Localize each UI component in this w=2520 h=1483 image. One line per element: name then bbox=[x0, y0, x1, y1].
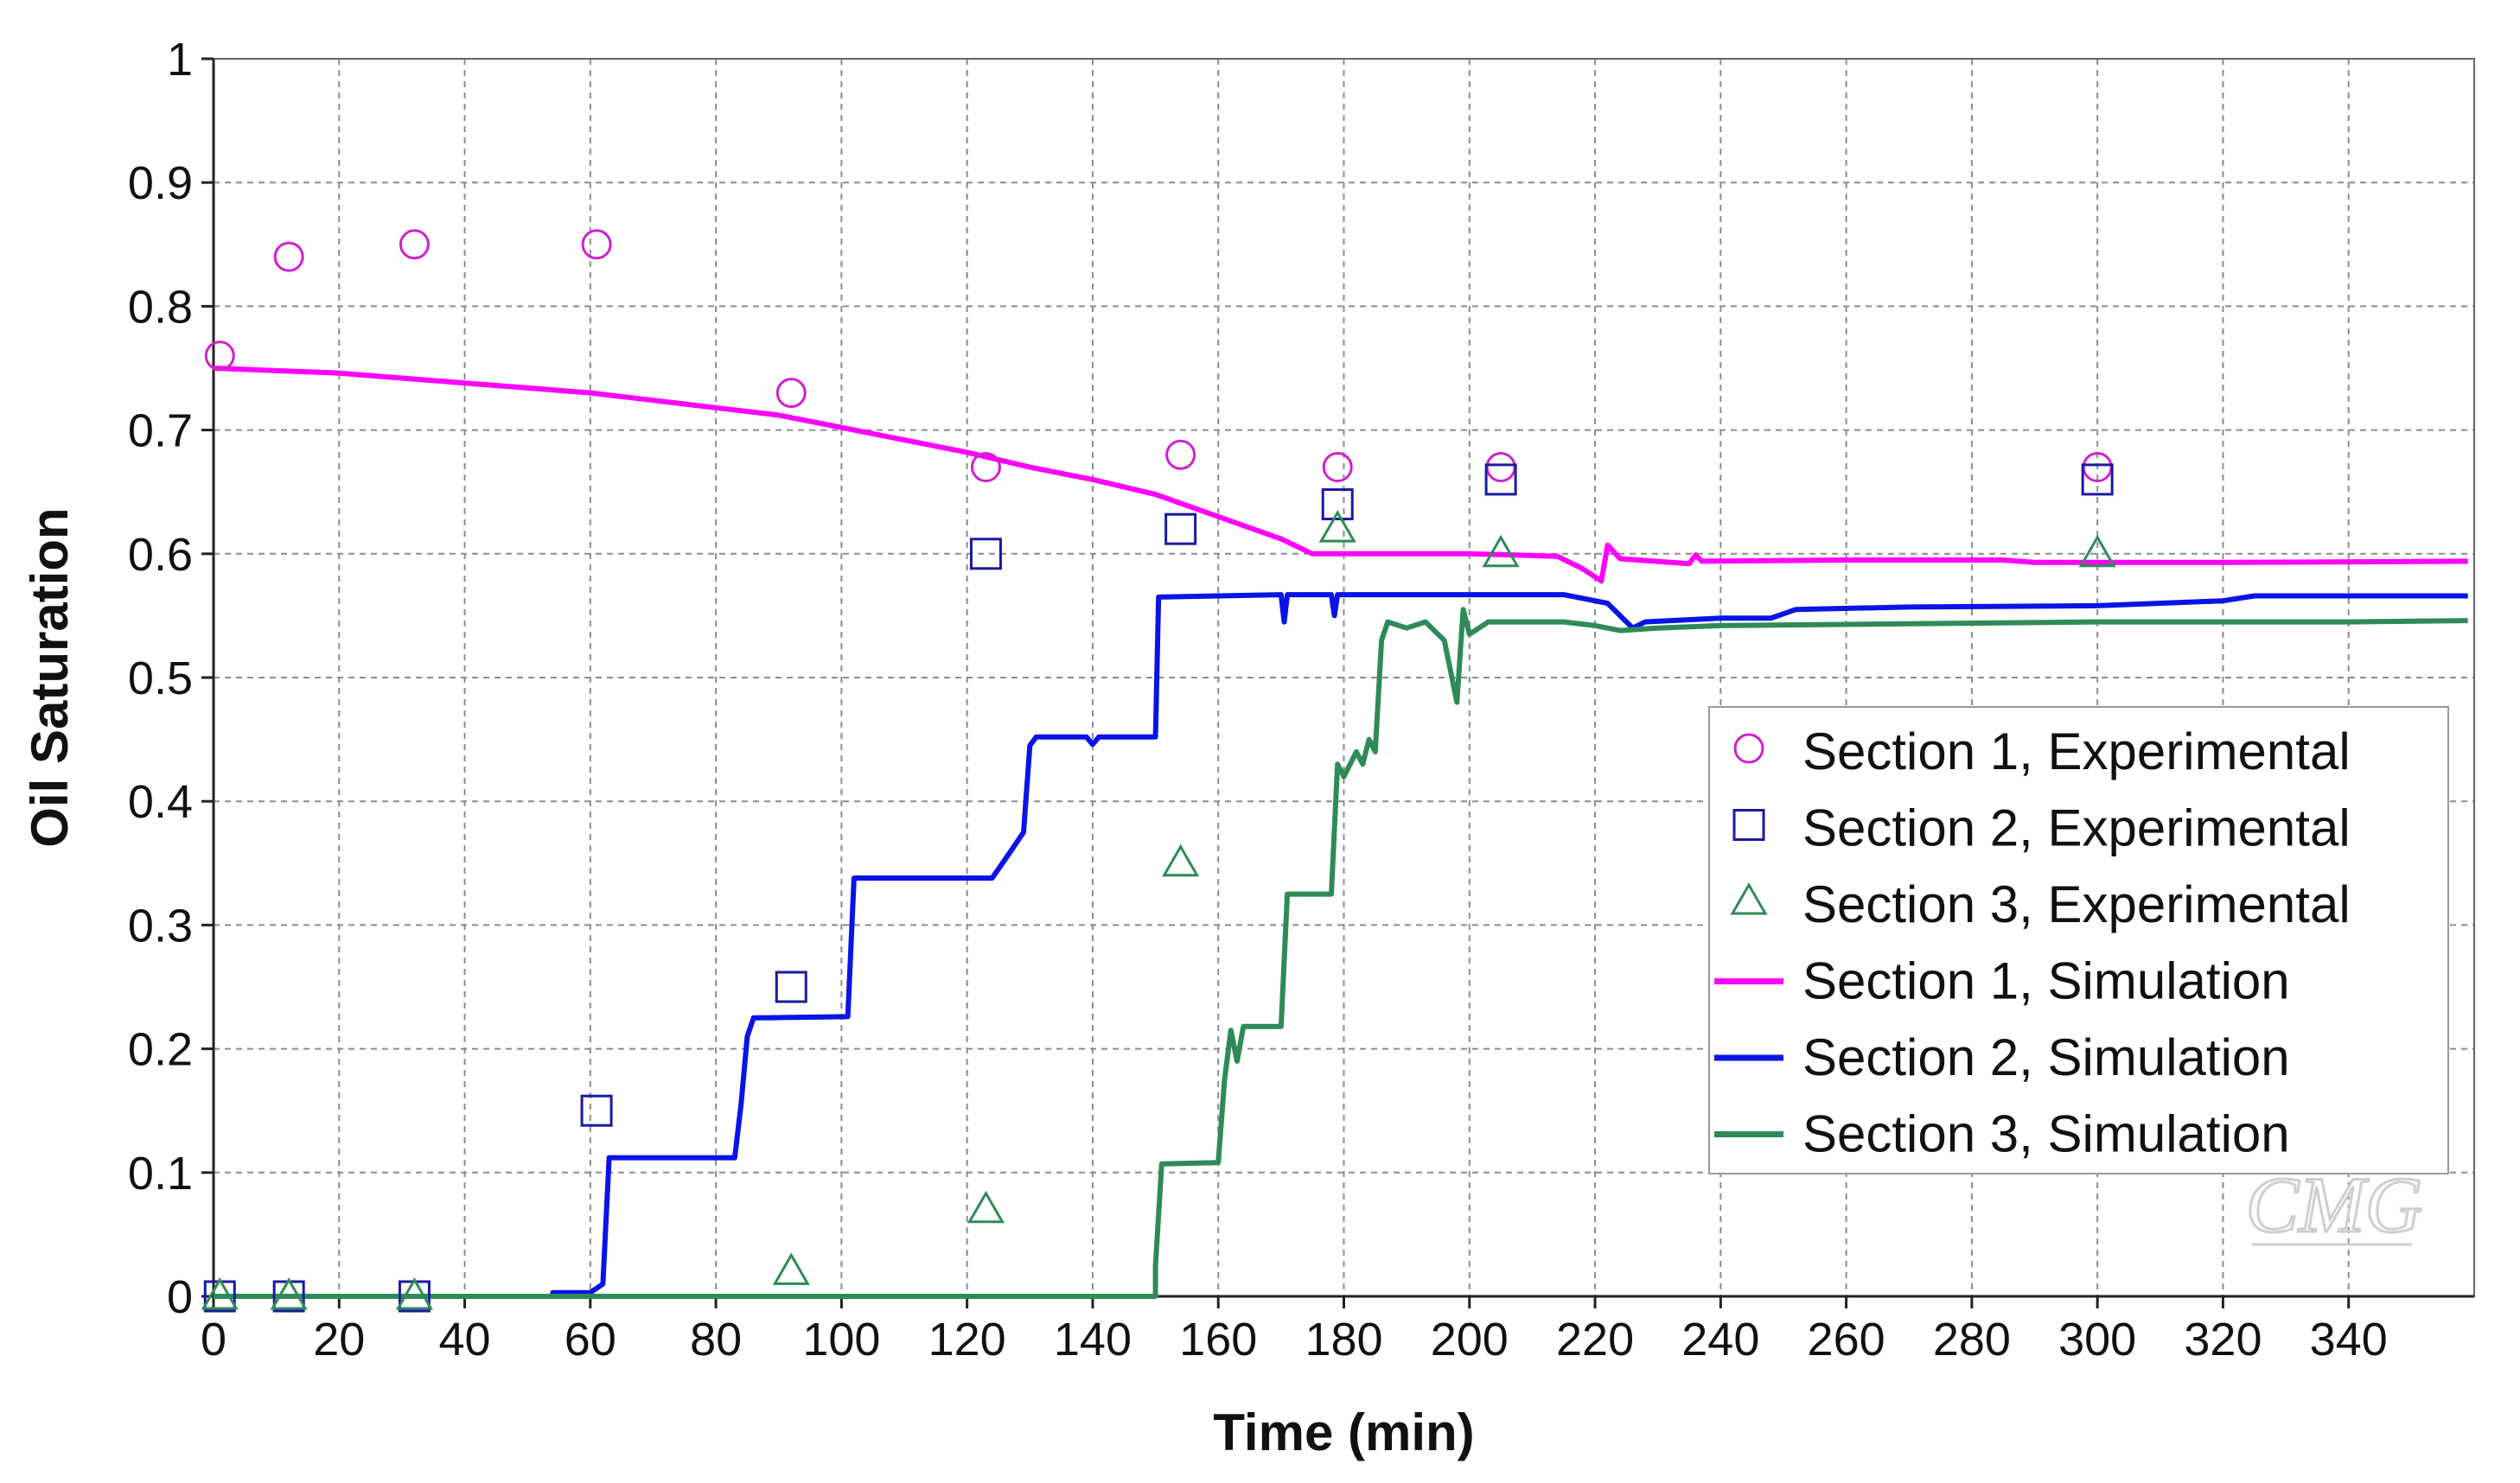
tick-labels: 0 20 40 60 80 100 120 140 160 180 200 220 240 260 280 3… bbox=[128, 34, 2388, 1365]
watermark-text: CMG bbox=[2246, 1161, 2422, 1249]
legend-label-section-2-simulation: Section 2, Simulation bbox=[1802, 1028, 2290, 1086]
data-point-section-1-experimental bbox=[204, 341, 235, 372]
x-tick-label: 100 bbox=[802, 1314, 880, 1365]
data-point-section-3-experimental bbox=[1482, 534, 1520, 568]
data-point-section-1-experimental bbox=[1322, 452, 1353, 483]
data-point-section-3-experimental bbox=[395, 1276, 434, 1310]
x-tick-label: 280 bbox=[1933, 1314, 2011, 1365]
legend-marker-section-1-experimental bbox=[1733, 733, 1764, 764]
data-point-section-3-experimental bbox=[1318, 510, 1356, 543]
data-point-section-3-experimental bbox=[772, 1252, 810, 1285]
data-point-section-3-experimental bbox=[270, 1276, 308, 1310]
y-tick-label: 0.5 bbox=[128, 652, 193, 704]
legend-marker-section-2-experimental bbox=[1732, 809, 1765, 841]
legend-label-section-1-simulation: Section 1, Simulation bbox=[1802, 952, 2290, 1010]
legend-label-section-2-experimental: Section 2, Experimental bbox=[1802, 799, 2351, 857]
data-point-section-3-experimental bbox=[2078, 534, 2116, 568]
y-tick-label: 0.1 bbox=[128, 1148, 193, 1200]
x-tick-label: 320 bbox=[2184, 1314, 2262, 1365]
y-tick-label: 0.4 bbox=[128, 776, 193, 828]
series-line-section-2-simulation bbox=[214, 592, 2468, 1299]
y-tick-label: 0.6 bbox=[128, 529, 193, 581]
x-tick-label: 80 bbox=[690, 1314, 742, 1365]
x-tick-label: 120 bbox=[928, 1314, 1006, 1365]
data-point-section-2-experimental bbox=[580, 1094, 613, 1127]
cmg-watermark-logo: CMG bbox=[2244, 1160, 2423, 1251]
x-axis-title: Time (min) bbox=[1213, 1403, 1474, 1461]
data-point-section-3-experimental bbox=[201, 1276, 239, 1310]
data-point-section-3-experimental bbox=[967, 1190, 1005, 1224]
y-tick-label: 0.8 bbox=[128, 281, 193, 333]
data-point-section-2-experimental bbox=[1164, 512, 1197, 545]
data-series bbox=[201, 229, 2468, 1313]
x-tick-label: 300 bbox=[2058, 1314, 2136, 1365]
y-tick-label: 0 bbox=[167, 1271, 193, 1323]
y-tick-label: 0.7 bbox=[128, 405, 193, 457]
x-tick-label: 180 bbox=[1305, 1314, 1382, 1365]
series-line-section-3-simulation bbox=[214, 607, 2468, 1299]
data-point-section-1-experimental bbox=[273, 241, 304, 272]
y-tick-label: 0.9 bbox=[128, 157, 193, 209]
data-point-section-2-experimental bbox=[969, 538, 1002, 570]
series-line-section-1-simulation bbox=[213, 366, 2468, 584]
x-tick-label: 160 bbox=[1179, 1314, 1257, 1365]
data-point-section-2-experimental bbox=[1484, 463, 1517, 496]
x-tick-label: 20 bbox=[313, 1314, 365, 1365]
legend-box bbox=[1708, 706, 2449, 1174]
legend-items: Section 1, Experimental Section 2, Experi… bbox=[1714, 722, 2351, 1163]
x-tick-label: 240 bbox=[1681, 1314, 1759, 1365]
x-tick-label: 0 bbox=[201, 1314, 226, 1365]
legend-label-section-3-simulation: Section 3, Simulation bbox=[1802, 1105, 2290, 1163]
legend-label-section-1-experimental: Section 1, Experimental bbox=[1802, 722, 2351, 780]
data-point-section-1-experimental bbox=[399, 229, 430, 260]
x-tick-label: 40 bbox=[439, 1314, 491, 1365]
x-tick-label: 140 bbox=[1054, 1314, 1132, 1365]
y-tick-label: 0.2 bbox=[128, 1024, 193, 1076]
x-tick-label: 340 bbox=[2310, 1314, 2388, 1365]
x-tick-label: 220 bbox=[1556, 1314, 1634, 1365]
legend-label-section-3-experimental: Section 3, Experimental bbox=[1802, 875, 2351, 933]
data-point-section-3-experimental bbox=[1162, 843, 1200, 877]
x-tick-label: 260 bbox=[1808, 1314, 1885, 1365]
y-tick-label: 0.3 bbox=[128, 900, 193, 952]
legend-marker-section-3-experimental bbox=[1730, 882, 1768, 915]
data-point-section-1-experimental bbox=[970, 452, 1001, 483]
data-point-section-2-experimental bbox=[775, 971, 807, 1003]
y-tick-label: 1 bbox=[167, 34, 193, 86]
data-point-section-1-experimental bbox=[775, 378, 807, 409]
data-point-section-1-experimental bbox=[581, 229, 612, 260]
legend: Section 1, Experimental Section 2, Experi… bbox=[1708, 706, 2449, 1174]
data-point-section-1-experimental bbox=[1165, 439, 1196, 470]
data-point-section-2-experimental bbox=[2081, 463, 2114, 496]
x-tick-label: 60 bbox=[565, 1314, 616, 1365]
data-point-section-2-experimental bbox=[1321, 488, 1354, 521]
y-axis-title: Oil Saturation bbox=[21, 507, 79, 847]
x-tick-label: 200 bbox=[1431, 1314, 1509, 1365]
